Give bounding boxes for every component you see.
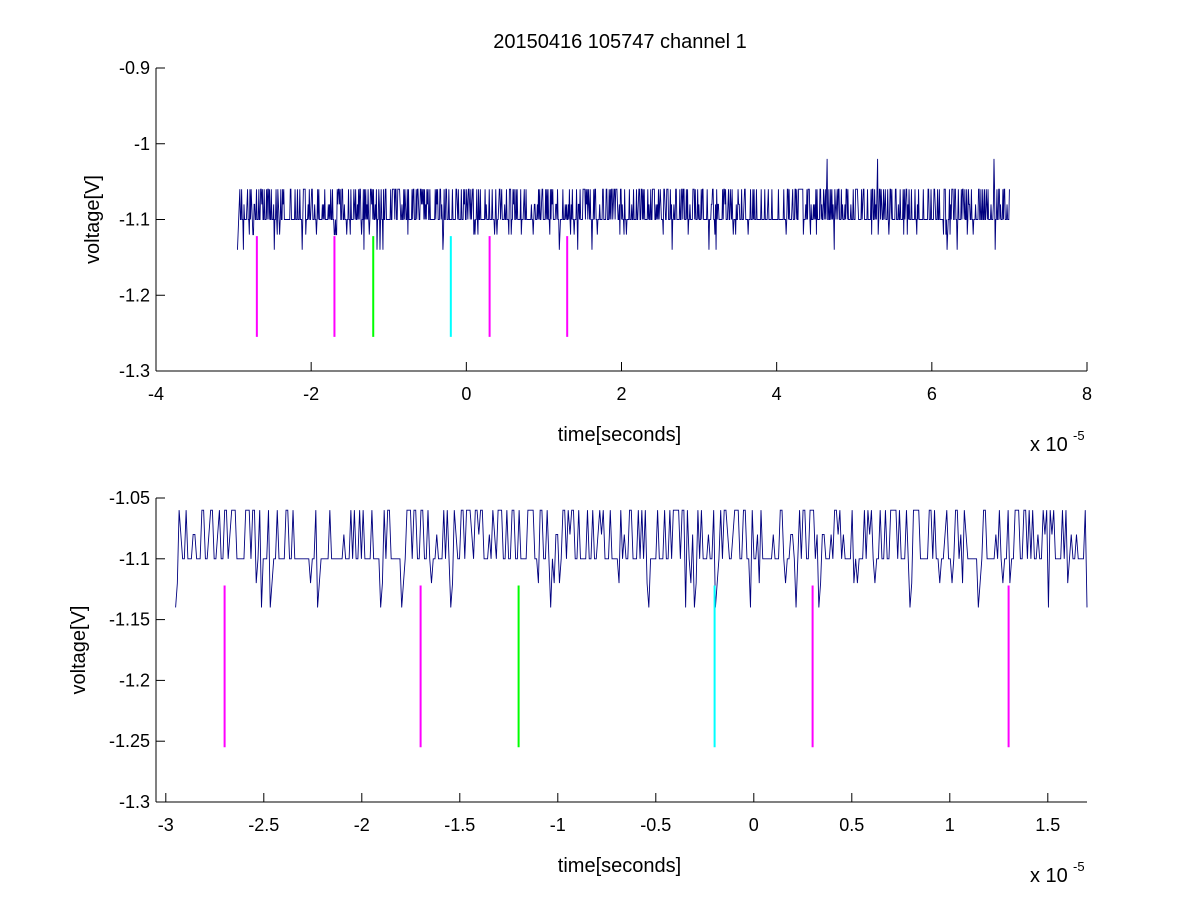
- bottom-y-tick-label: -1.25: [109, 731, 150, 751]
- bottom-y-tick-label: -1.15: [109, 610, 150, 630]
- bottom-y-tick-label: -1.05: [109, 488, 150, 508]
- top-y-tick-label: -1.3: [119, 361, 150, 381]
- bottom-x-tick-label: -1.5: [444, 815, 475, 835]
- bottom-x-axis-label: time[seconds]: [558, 855, 681, 877]
- top-y-tick-label: -1: [134, 134, 150, 154]
- top-signal-series: [237, 158, 1010, 250]
- bottom-x-multiplier-exponent: -5: [1073, 859, 1085, 874]
- bottom-x-tick-label: -3: [158, 815, 174, 835]
- top-x-tick-label: -2: [303, 384, 319, 404]
- bottom-x-tick-label: 1: [945, 815, 955, 835]
- bottom-subplot: -3 -2.5 -2 -1.5 -1 -0.5 0 0.5 1 1.5 -1.3 -1.25 -1.2 -…: [68, 488, 1088, 887]
- top-x-axis-label: time[seconds]: [558, 424, 681, 446]
- top-x-tick-label: 8: [1082, 384, 1092, 404]
- bottom-x-tick-label: -1: [550, 815, 566, 835]
- bottom-x-multiplier: x 10: [1030, 865, 1068, 887]
- bottom-x-tick-label: 0: [749, 815, 759, 835]
- figure-title: 20150416 105747 channel 1: [493, 31, 747, 53]
- top-y-tick-label: -0.9: [119, 58, 150, 78]
- top-y-tick-label: -1.1: [119, 210, 150, 230]
- top-subplot: -4 -2 0 2 4 6 8 -1.3 -1.2 -1.1 -1 -0.9 time[seconds]…: [82, 58, 1092, 456]
- bottom-y-tick-label: -1.2: [119, 670, 150, 690]
- bottom-y-tick-label: -1.3: [119, 792, 150, 812]
- top-x-multiplier: x 10: [1030, 434, 1068, 456]
- top-x-tick-label: 2: [616, 384, 626, 404]
- bottom-y-tick-label: -1.1: [119, 549, 150, 569]
- bottom-x-tick-label: -2: [354, 815, 370, 835]
- bottom-x-tick-label: 0.5: [839, 815, 864, 835]
- bottom-x-tick-label: -2.5: [248, 815, 279, 835]
- bottom-x-tick-label: 1.5: [1035, 815, 1060, 835]
- top-y-axis-label: voltage[V]: [82, 175, 104, 264]
- top-x-tick-label: -4: [148, 384, 164, 404]
- bottom-x-tick-label: -0.5: [640, 815, 671, 835]
- top-x-tick-label: 0: [461, 384, 471, 404]
- top-x-tick-label: 4: [772, 384, 782, 404]
- top-y-tick-label: -1.2: [119, 285, 150, 305]
- bottom-y-axis-label: voltage[V]: [68, 606, 90, 695]
- top-x-tick-label: 6: [927, 384, 937, 404]
- top-x-multiplier-exponent: -5: [1073, 428, 1085, 443]
- bottom-signal-series: [175, 509, 1088, 608]
